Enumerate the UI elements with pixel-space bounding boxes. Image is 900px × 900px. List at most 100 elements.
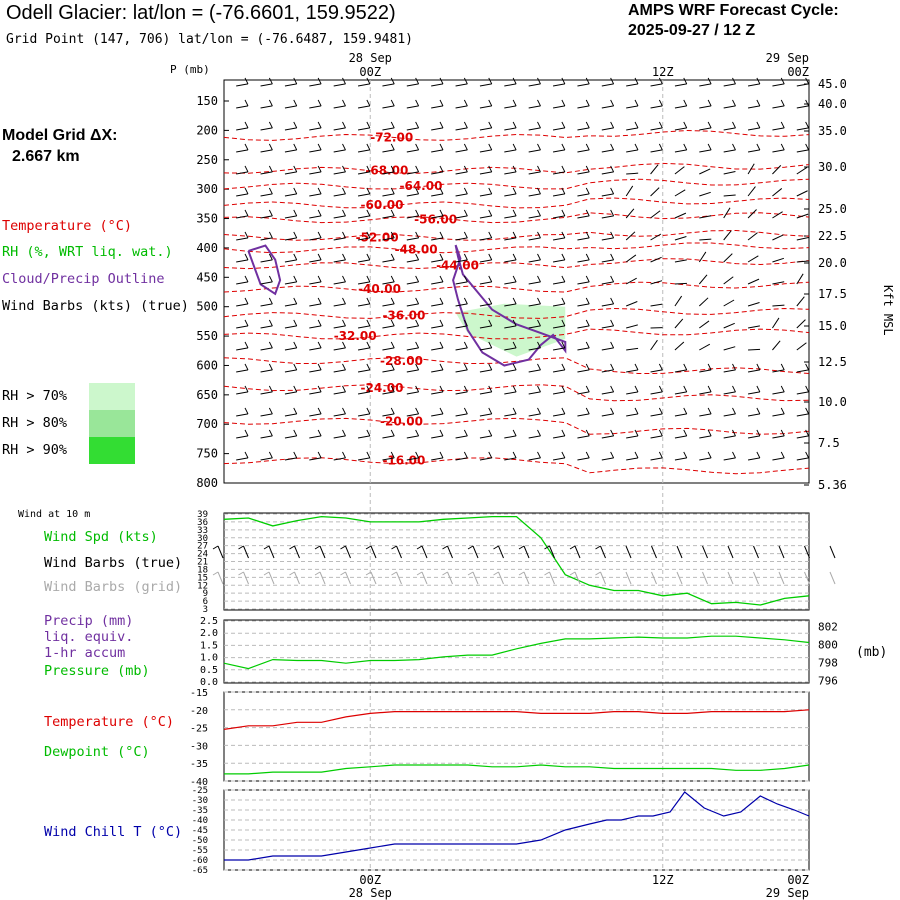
wind-barb-flag (610, 319, 615, 327)
wind-barb (309, 149, 322, 153)
wind-barb-true-flag (518, 545, 525, 550)
wind-barb (772, 83, 785, 87)
wind-barb (479, 435, 492, 439)
wind-barb (504, 391, 517, 395)
temperature-contour (223, 242, 810, 254)
wind-barb-flag (561, 187, 566, 195)
wind-barb (309, 259, 322, 263)
wind-barb (577, 457, 590, 461)
wind-barb (260, 127, 273, 131)
wind-barb-flag (610, 187, 615, 195)
wind-barb-flag (463, 429, 468, 437)
wind-barb (626, 435, 639, 439)
wind-barb-grid-flag (212, 571, 219, 576)
wind-barb (528, 435, 541, 439)
wind-barb-flag (561, 99, 566, 107)
wind-barb (284, 413, 297, 417)
wind-barb-grid-flag (365, 571, 372, 576)
wind-barb (504, 457, 517, 461)
wind-barb (431, 369, 444, 373)
wind-barb-flag (732, 121, 736, 129)
temperature-contour (223, 357, 810, 375)
wind-barb (552, 237, 565, 241)
wind-barb-flag (244, 121, 249, 129)
wind-barb-flag (244, 385, 249, 393)
wind-barb-grid (804, 571, 810, 585)
wind-barbs-true-legend: Wind Barbs (true) (44, 555, 183, 571)
wind-barb (601, 215, 614, 219)
wind-barb (333, 347, 346, 351)
wind-barb-true (447, 545, 453, 559)
wind-barb-flag (561, 143, 566, 151)
wind-tick-label: 27 (197, 542, 208, 552)
wind-barb-grid (396, 571, 402, 585)
wind-barb (625, 254, 637, 263)
model-grid-value: 2.667 km (12, 148, 80, 165)
wind-barb (747, 278, 760, 285)
wind-barb-flag (610, 209, 615, 217)
wind-barb (431, 127, 444, 131)
pressure-unit-label: (mb) (856, 645, 887, 660)
wind-barb (699, 105, 712, 109)
wind-barb-flag (366, 121, 371, 129)
wind-barb (236, 325, 249, 329)
wind-barb-flag (342, 319, 346, 327)
wind-barb (723, 391, 736, 395)
wind-barb-flag (390, 77, 395, 85)
wind-barb-flag (537, 77, 541, 85)
temperature-contour (223, 212, 810, 224)
wind-barb (284, 369, 297, 373)
wind-barb-flag (488, 187, 493, 195)
wind-barb-flag (342, 143, 346, 151)
wind-barb-flag (488, 451, 493, 459)
wind-barb (723, 207, 731, 219)
wind-barb-flag (342, 451, 346, 459)
pressure-tick-label: 600 (196, 358, 218, 372)
legend-cloud: Cloud/Precip Outline (2, 271, 165, 287)
wind-barb-flag (537, 187, 541, 195)
wind-barb (455, 149, 468, 153)
precip-tick-label: 1.5 (200, 640, 218, 651)
wind-barb-flag (415, 429, 420, 437)
height-tick-label: 5.36 (818, 478, 847, 492)
wind-barb (357, 457, 370, 461)
wind-barb (796, 413, 809, 417)
wind-barb-flag (488, 429, 493, 437)
wind-barb (577, 83, 590, 87)
wind-barb-flag (537, 341, 541, 349)
wind-barb (333, 127, 346, 131)
wind-barb-flag (293, 429, 298, 437)
wind-barb (626, 172, 639, 175)
wind-barb (748, 348, 761, 351)
wind-barb-grid-flag (340, 571, 346, 576)
wind-barb (552, 149, 565, 153)
wind-barb (747, 435, 760, 439)
wind-barb-flag (463, 407, 468, 415)
wind-barb-true (702, 545, 708, 559)
bottom-time-label: 00Z (787, 873, 809, 887)
wind-barb-flag (488, 363, 493, 371)
wind-barb (552, 391, 565, 395)
wind-barb (528, 303, 541, 307)
wind-barb-flag (439, 451, 444, 459)
wind-barb (284, 237, 297, 241)
wind-barb (406, 105, 419, 109)
wind-barb-flag (512, 165, 517, 173)
wind-barb (552, 171, 565, 175)
wind-barb (382, 347, 395, 351)
wind-barb-flag (342, 121, 346, 129)
wind-barb-true (319, 545, 326, 559)
wind-barb (601, 347, 614, 351)
wind-barb (406, 149, 419, 153)
wind-barb-flag (756, 121, 761, 129)
wind-barb-flag (366, 77, 371, 85)
wind-barb (357, 83, 370, 87)
temperature-contour-label: -64.00 (400, 179, 443, 193)
wind-barb-flag (439, 385, 444, 393)
wind-barb (479, 413, 492, 417)
wind-barb (431, 435, 444, 439)
wind-barb (431, 171, 444, 175)
wind-barb-flag (780, 451, 785, 459)
wind-barb (625, 185, 634, 197)
precip-panel-frame (223, 619, 810, 684)
